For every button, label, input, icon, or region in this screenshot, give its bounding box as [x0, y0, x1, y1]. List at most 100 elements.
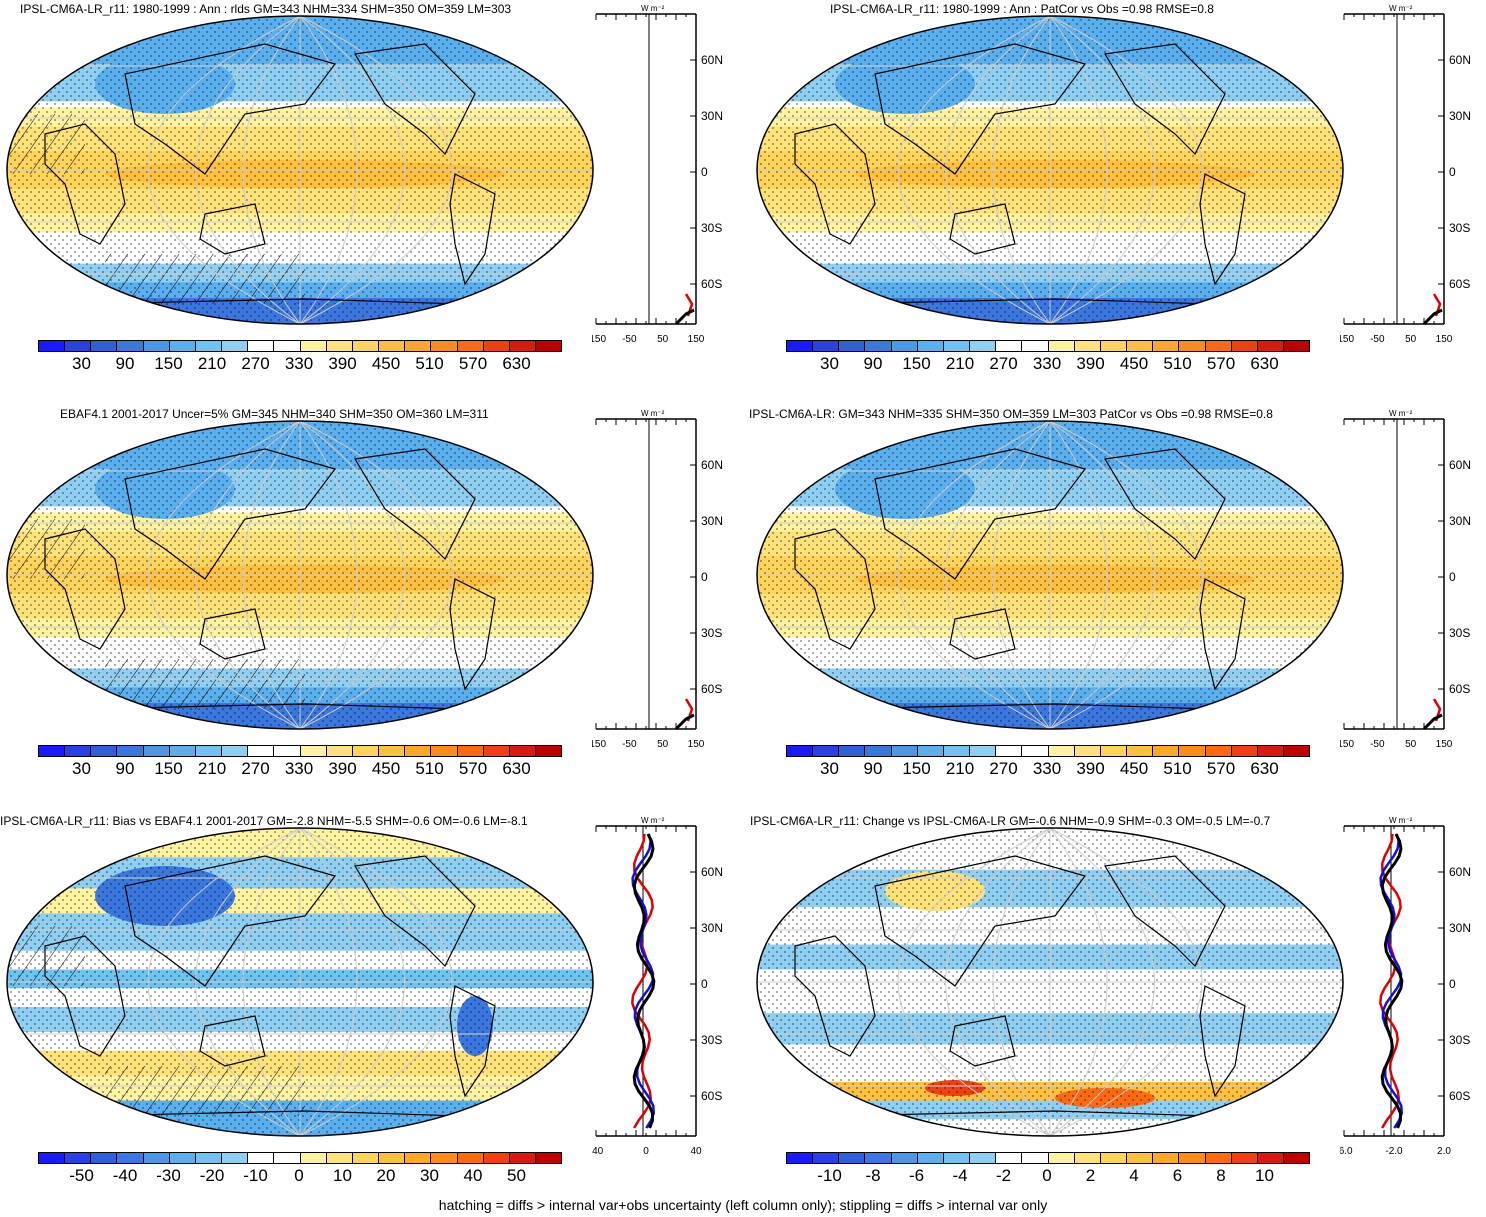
- zonal-mean-profile: W m⁻² 60N 30N 0 30S 60S -40 0 40: [592, 816, 723, 1157]
- map-field: [7, 16, 593, 324]
- colorbar-swatch: [891, 341, 918, 351]
- colorbar-swatch: [1022, 341, 1049, 351]
- panel-4: IPSL-CM6A-LR: GM=343 NHM=335 SHM=350 OM=…: [743, 405, 1486, 810]
- colorbar-tick-label: 570: [1206, 354, 1236, 373]
- colorbar-swatch: [326, 341, 353, 351]
- profile-unit-label: W m⁻²: [641, 816, 665, 825]
- colorbar-tick-label: 8: [1216, 1166, 1226, 1185]
- colorbar-swatch: [117, 341, 144, 351]
- continent-outline: [1104, 855, 1226, 968]
- colorbar-tick-label: 630: [1250, 759, 1279, 778]
- colorbar-tick-label: 270: [241, 354, 270, 373]
- continent-outline: [1104, 448, 1226, 561]
- profile-x-tick-label: 50: [657, 334, 669, 345]
- profile-lat-label: 30N: [701, 109, 723, 123]
- continent-outline: [44, 123, 126, 245]
- colorbar-swatch: [1022, 1153, 1049, 1163]
- profile-x-tick-label: 150: [1436, 739, 1453, 750]
- hatching-overlay: [105, 254, 305, 304]
- colorbar-swatch: [865, 1153, 892, 1163]
- colorbar-tick-label: 50: [507, 1166, 526, 1185]
- profile-lat-label: 30N: [1449, 109, 1471, 123]
- colorbar-tick-label: 450: [1119, 759, 1149, 778]
- continent-outline: [449, 173, 496, 286]
- colorbar-tick-label: 390: [1076, 759, 1105, 778]
- colorbar-labels: 30 90 150 210 270 330 390 450 510 570 630: [786, 759, 1308, 779]
- world-map: [6, 420, 594, 730]
- colorbar-swatch: [39, 341, 66, 351]
- colorbar-swatch: [1257, 341, 1284, 351]
- colorbar-tick-label: 150: [902, 759, 931, 778]
- colorbar-tick-label: 630: [1250, 354, 1279, 373]
- profile-lat-label: 60N: [1449, 458, 1471, 472]
- colorbar-swatch: [222, 1153, 249, 1163]
- colorbar-swatch: [1205, 341, 1232, 351]
- map-border: [756, 15, 1344, 325]
- colorbar-swatch: [1100, 1153, 1128, 1163]
- graticule: [757, 421, 1343, 729]
- colorbar-swatch: [1205, 1153, 1232, 1163]
- colorbar-swatch: [917, 1153, 944, 1163]
- colorbar-swatch: [457, 341, 484, 351]
- colorbar-tick-label: 210: [945, 354, 975, 373]
- colorbar-swatch: [1231, 1153, 1258, 1163]
- colorbar-swatch: [405, 746, 432, 756]
- colorbar-swatch: [169, 341, 196, 351]
- continent-outline: [794, 935, 876, 1057]
- colorbar-swatch: [65, 746, 92, 756]
- colorbar-swatch: [117, 1153, 144, 1163]
- colorbar-swatch: [970, 1153, 997, 1163]
- colorbar-swatch: [891, 746, 918, 756]
- colorbar-swatch: [169, 746, 196, 756]
- map-border: [6, 15, 594, 325]
- colorbar-swatch: [274, 341, 301, 351]
- colorbar-tick-label: 510: [415, 759, 444, 778]
- continent-outline: [874, 448, 1087, 580]
- colorbar-tick-label: 90: [115, 759, 135, 778]
- colorbar-swatch: [300, 746, 327, 756]
- profile-lat-label: 30N: [701, 921, 723, 935]
- graticule: [7, 421, 593, 729]
- profile-x-tick-label: -150: [592, 334, 606, 345]
- colorbar-swatch: [943, 746, 971, 756]
- panel-title: IPSL-CM6A-LR_r11: 1980-1999 : Ann : rlds…: [20, 2, 512, 16]
- colorbar-swatch: [839, 341, 866, 351]
- colorbar-tick-label: -50: [69, 1166, 94, 1185]
- profile-unit-label: W m⁻²: [641, 4, 665, 13]
- world-map: [756, 420, 1344, 730]
- colorbar-swatch: [1153, 1153, 1180, 1163]
- colorbar-swatch: [813, 746, 840, 756]
- colorbar-swatch: [1179, 341, 1206, 351]
- colorbar: [38, 745, 562, 757]
- continent-outline: [1199, 173, 1246, 286]
- colorbar-swatch: [1179, 746, 1206, 756]
- profile-curve-black: [674, 308, 695, 326]
- continent-outline: [949, 203, 1016, 255]
- colorbar-labels: 30 90 150 210 270 330 390 450 510 570 630: [38, 759, 560, 779]
- colorbar: [786, 745, 1310, 757]
- colorbar-tick-label: 570: [458, 759, 488, 778]
- colorbar-swatch: [1100, 341, 1128, 351]
- colorbar-tick-label: 270: [989, 354, 1018, 373]
- colorbar-swatch: [813, 341, 840, 351]
- colorbar-swatch: [996, 746, 1023, 756]
- colorbar-swatch: [39, 746, 66, 756]
- colorbar-swatch: [1283, 341, 1310, 351]
- colorbar-tick-label: 90: [863, 354, 883, 373]
- profile-x-tick-label: 40: [690, 1146, 702, 1157]
- colorbar-swatch: [1127, 1153, 1154, 1163]
- zonal-mean-profile: W m⁻² 60N 30N 0 30S 60S -150 -50 50 150: [1340, 4, 1471, 345]
- profile-x-tick-label: -50: [1370, 739, 1385, 750]
- colorbar-swatch: [1100, 746, 1128, 756]
- colorbar-swatch: [195, 746, 223, 756]
- colorbar-swatch: [865, 341, 892, 351]
- colorbar-tick-label: 210: [945, 759, 975, 778]
- profile-lat-label: 0: [701, 165, 708, 179]
- colorbar-swatch: [1022, 746, 1049, 756]
- colorbar-swatch: [943, 341, 971, 351]
- colorbar-tick-label: 2: [1085, 1166, 1096, 1185]
- colorbar-tick-label: 510: [1163, 759, 1192, 778]
- profile-lat-label: 60N: [701, 53, 723, 67]
- colorbar-swatch: [143, 341, 170, 351]
- colorbar-swatch: [970, 341, 997, 351]
